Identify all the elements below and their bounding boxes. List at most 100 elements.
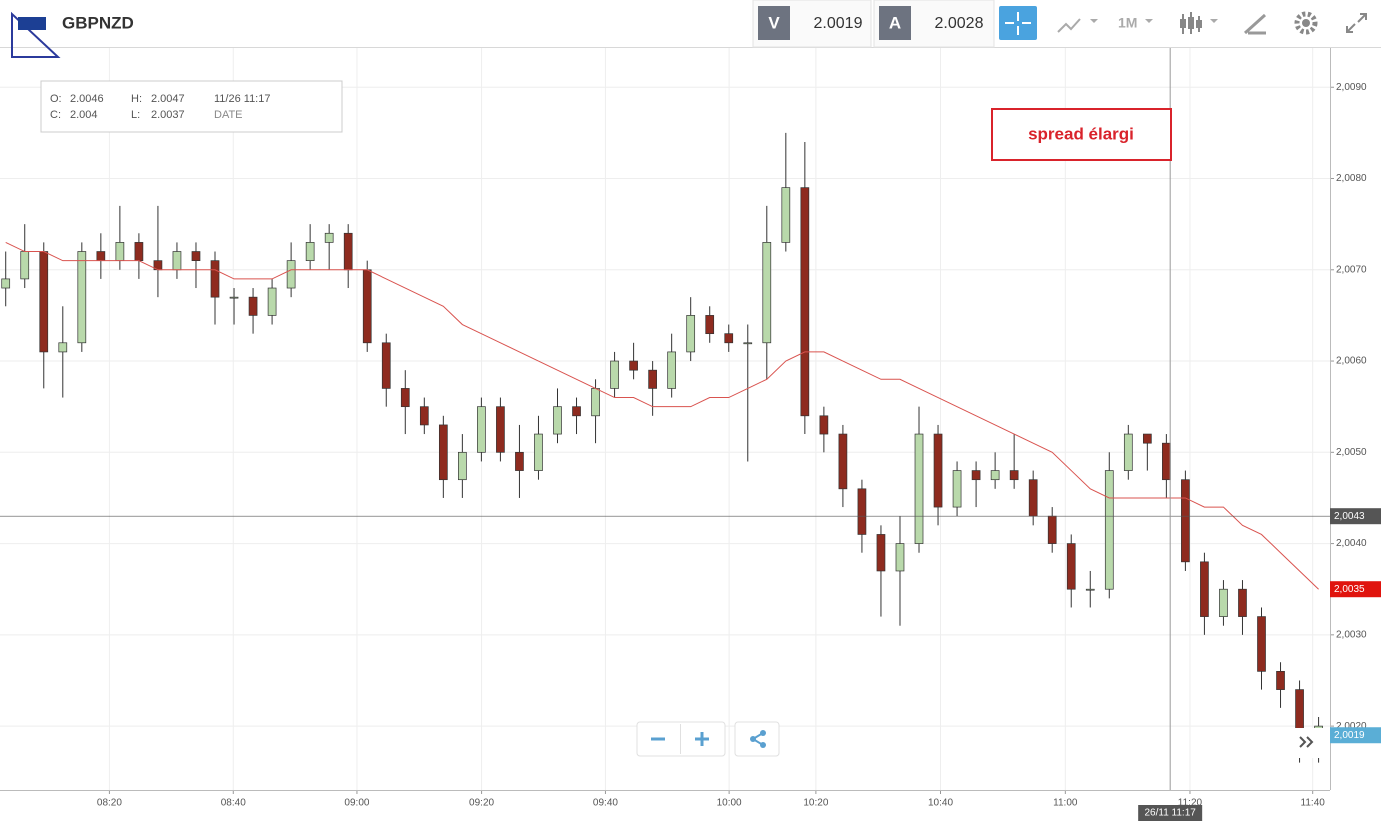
candle-body — [667, 351, 677, 389]
candle-body — [381, 342, 391, 389]
buy-button[interactable] — [879, 6, 911, 40]
share-dot — [750, 736, 756, 742]
price-tag — [1330, 727, 1381, 744]
candle-body — [1104, 470, 1114, 590]
candle-body — [1257, 616, 1266, 672]
candle-body — [762, 242, 772, 344]
candle-body — [610, 360, 619, 389]
candle-body — [1066, 543, 1076, 590]
candle-body — [39, 251, 49, 353]
date-label: DATE — [214, 109, 243, 121]
y-tick-label: 2,0060 — [1336, 356, 1367, 367]
candle-body — [172, 251, 182, 271]
o-label: O: — [50, 93, 62, 105]
candle-body — [400, 388, 410, 408]
y-tick-label: 2,0070 — [1336, 264, 1367, 275]
y-tick-label: 2,0030 — [1336, 629, 1367, 640]
l-label: L: — [131, 109, 140, 121]
candle-body — [952, 470, 962, 508]
candle-body — [1085, 588, 1095, 591]
candle-body — [534, 433, 543, 471]
c-value: 2.004 — [70, 109, 98, 121]
x-tick-label: 09:00 — [344, 798, 369, 809]
draw-tool-button[interactable] — [1243, 13, 1267, 35]
candle-body — [876, 534, 886, 572]
candle-icon — [1188, 17, 1194, 29]
candle-body — [990, 470, 1000, 481]
x-tick-label: 10:40 — [928, 798, 953, 809]
y-tick-label: 2,0080 — [1336, 173, 1367, 184]
annotation: spread élargi — [1028, 124, 1134, 143]
candle-body — [933, 433, 943, 508]
crosshair-icon — [1005, 12, 1031, 35]
candle-body — [267, 287, 277, 316]
crosshair-tag — [1138, 805, 1203, 821]
ohlc-box — [40, 80, 343, 133]
candle-body — [286, 260, 296, 289]
candle-body — [1047, 515, 1057, 544]
candle-body — [210, 260, 220, 298]
candle-body — [1162, 442, 1171, 481]
zoom-in-button[interactable] — [695, 732, 709, 746]
candle-body — [496, 406, 505, 453]
moving-average — [5, 241, 1319, 590]
candle-body — [895, 543, 905, 572]
symbol: GBPNZD — [62, 13, 134, 32]
candle-body — [1181, 479, 1190, 563]
candle-body — [781, 187, 791, 243]
corner-marker — [11, 11, 61, 58]
h-label: H: — [131, 93, 142, 105]
candle-body — [58, 342, 68, 353]
candle-body — [1276, 671, 1285, 690]
sell-price: 2.0019 — [814, 15, 863, 32]
h-value: 2.0047 — [151, 93, 185, 105]
candle-body — [1028, 479, 1038, 517]
timeframe-button[interactable]: 1M — [1118, 15, 1137, 31]
time-value: 11/26 11:17 — [214, 93, 270, 105]
candle-body — [1123, 433, 1133, 471]
candle-body — [724, 333, 734, 344]
candle-body — [438, 424, 448, 481]
candle-body — [914, 433, 924, 544]
candle-body — [324, 232, 334, 243]
flag-icon — [18, 17, 46, 30]
dropdown-arrow — [1145, 19, 1153, 23]
candle-body — [1200, 561, 1209, 617]
fullscreen-button[interactable] — [1346, 13, 1367, 33]
candle-body — [115, 242, 125, 262]
price-tag-label: 2,0043 — [1334, 511, 1365, 522]
candle-body — [629, 360, 638, 371]
chart-type-button[interactable] — [1057, 18, 1081, 33]
crosshair-button[interactable] — [999, 6, 1037, 40]
candle-body — [362, 269, 372, 344]
x-tick-label: 08:40 — [221, 798, 246, 809]
buy-label: A — [889, 13, 901, 32]
candle-body — [857, 488, 867, 535]
candle-body — [20, 251, 30, 280]
candle-body — [591, 388, 600, 417]
settings-button[interactable] — [1294, 11, 1318, 35]
sell-button[interactable] — [758, 6, 790, 40]
candle-body — [743, 342, 753, 345]
candle-body — [1219, 588, 1228, 617]
y-tick-label: 2,0040 — [1336, 538, 1367, 549]
share-button[interactable] — [734, 721, 780, 757]
dropdown-arrow — [1090, 19, 1098, 23]
candle-body — [648, 369, 657, 389]
candle-body — [96, 251, 106, 262]
o-value: 2.0046 — [70, 93, 104, 105]
x-tick-label: 10:20 — [803, 798, 828, 809]
candle-body — [458, 451, 467, 481]
c-label: C: — [50, 109, 61, 121]
candle-body — [229, 296, 239, 299]
candle-icon — [1180, 19, 1186, 28]
candle-body — [1238, 588, 1247, 617]
share-dot — [760, 742, 766, 748]
candle-body — [800, 187, 810, 417]
price-tag — [1330, 508, 1381, 525]
x-tick-label: 08:20 — [97, 798, 122, 809]
annotation-box — [991, 108, 1172, 161]
scroll-right-button[interactable] — [1291, 728, 1323, 758]
candle-body — [1142, 433, 1152, 444]
